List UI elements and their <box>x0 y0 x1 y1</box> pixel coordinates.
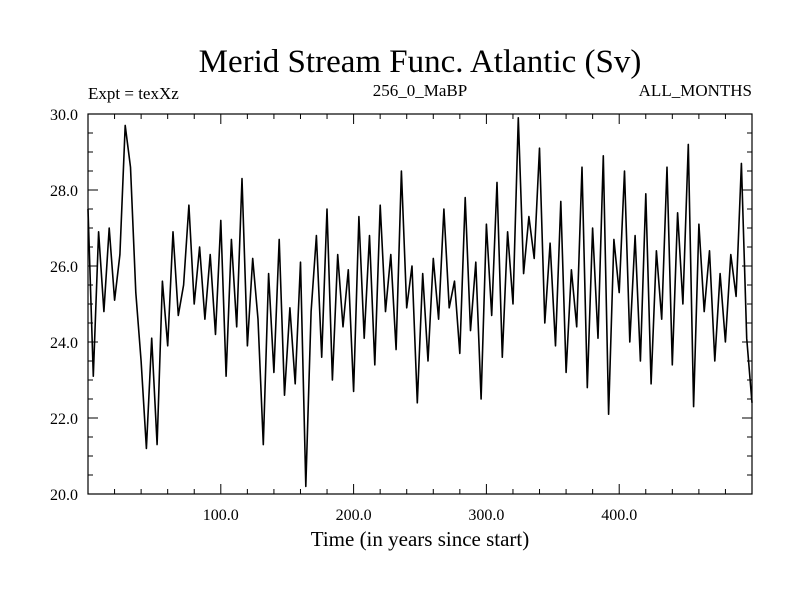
y-tick-labels: 20.0 22.0 24.0 26.0 28.0 30.0 <box>50 107 78 504</box>
x-tick-label: 300.0 <box>468 507 504 524</box>
subtitle-right: ALL_MONTHS <box>639 81 752 100</box>
series-line <box>87 117 753 488</box>
y-tick-label: 26.0 <box>50 259 78 276</box>
x-tick-labels: 100.0 200.0 300.0 400.0 <box>203 507 637 524</box>
x-tick-label: 400.0 <box>601 507 637 524</box>
y-tick-label: 30.0 <box>50 107 78 124</box>
axis-ticks <box>88 114 752 494</box>
y-tick-label: 24.0 <box>50 335 78 352</box>
y-tick-label: 20.0 <box>50 487 78 504</box>
x-tick-label: 200.0 <box>336 507 372 524</box>
plot-frame <box>87 113 753 495</box>
subtitle-center: 256_0_MaBP <box>373 81 467 100</box>
chart-title: Merid Stream Func. Atlantic (Sv) <box>199 44 642 80</box>
subtitle-left: Expt = texXz <box>88 84 179 103</box>
x-tick-label: 100.0 <box>203 507 239 524</box>
x-axis-label: Time (in years since start) <box>311 527 530 551</box>
y-tick-label: 28.0 <box>50 183 78 200</box>
y-tick-label: 22.0 <box>50 411 78 428</box>
